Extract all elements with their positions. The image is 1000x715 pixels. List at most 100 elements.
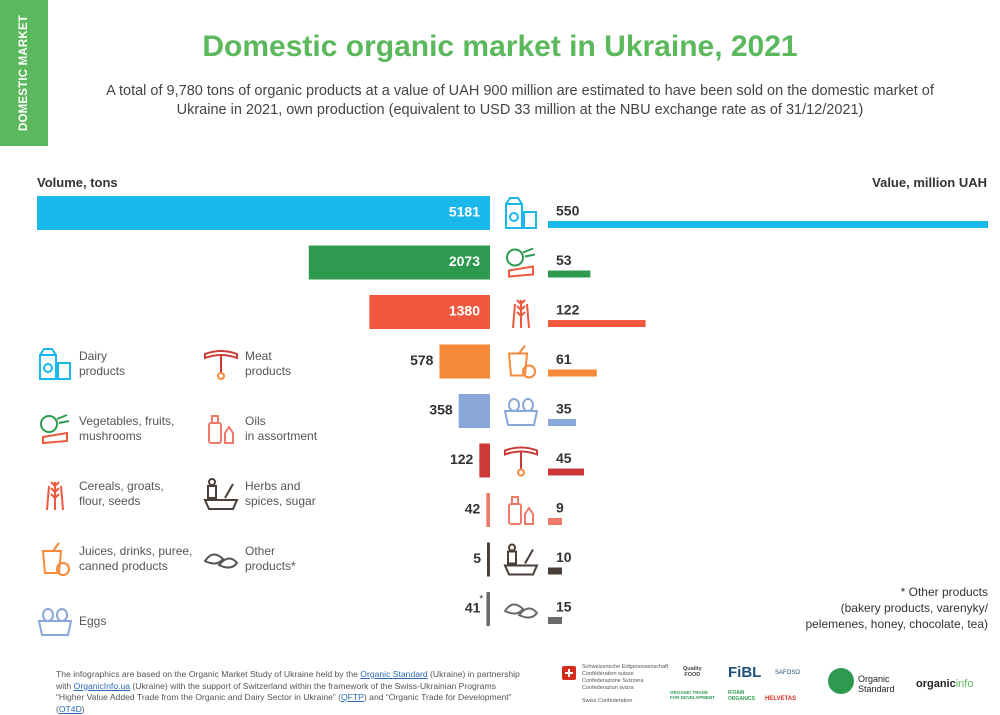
- legend-item-vegetables: Vegetables, fruits, mushrooms: [37, 411, 174, 447]
- value-bar: [548, 518, 562, 525]
- ot4d-link[interactable]: OT4D: [58, 703, 82, 714]
- source-text: The infographics are based on the Organi…: [56, 669, 526, 715]
- legend-label: flour, seeds: [79, 494, 141, 508]
- eggs-icon: [503, 398, 539, 426]
- partner-logos: Schweizerische Eidgenossenschaft Confédé…: [560, 660, 990, 705]
- legend-label: Other: [245, 544, 276, 558]
- legend-item-dairy: Dairy products: [37, 346, 125, 382]
- value-value-label: 45: [556, 450, 572, 466]
- cereals-icon: [46, 481, 64, 511]
- value-bar: [548, 320, 646, 327]
- vegetables-icon: [40, 414, 70, 445]
- logo-text: Confédération suisse: [582, 671, 634, 677]
- value-bar: [548, 419, 576, 426]
- legend-label: Dairy: [79, 349, 108, 363]
- volume-value-label: 41: [465, 600, 481, 616]
- value-value-label: 10: [556, 549, 572, 565]
- footnote: * Other products (bakery products, varen…: [805, 584, 988, 632]
- volume-value-label: 122: [450, 451, 474, 467]
- volume-bar: [487, 542, 490, 577]
- asterisk-mark: *: [479, 594, 483, 605]
- value-value-label: 550: [556, 203, 580, 219]
- footnote-line: * Other products: [900, 585, 988, 599]
- volume-value-label: 42: [465, 501, 481, 517]
- meat-icon: [204, 350, 238, 380]
- juices-icon: [41, 542, 70, 576]
- organic-standard-emblem-icon: [828, 668, 854, 694]
- legend-label: products: [245, 364, 292, 378]
- helvetas-logo: HELVETAS: [765, 696, 797, 702]
- value-value-label: 9: [556, 500, 564, 516]
- logo-text: organic: [916, 678, 956, 690]
- other-icon: [203, 553, 239, 569]
- page-title: Domestic organic market in Ukraine, 2021: [202, 30, 798, 63]
- swiss-flag-icon: [562, 666, 576, 680]
- volume-bar: [479, 443, 490, 478]
- source-part: The infographics are based on the Organi…: [56, 669, 361, 679]
- oils-icon: [208, 415, 234, 444]
- value-bar: [548, 617, 562, 624]
- volume-value-label: 358: [429, 402, 453, 418]
- ot4d-logo: ORGANIC TRADE FOR DEVELOPMENT: [670, 690, 716, 700]
- volume-value-label: 578: [410, 352, 434, 368]
- legend-label: Herbs and: [245, 479, 301, 493]
- herbs-icon: [203, 478, 239, 510]
- right-axis-label: Value, million UAH: [872, 175, 987, 190]
- footnote-line: pelemenes, honey, chocolate, tea): [805, 617, 988, 631]
- logo-text: Schweizerische Eidgenossenschaft: [582, 664, 669, 670]
- logo-text: Confederaziun svizra: [582, 685, 634, 691]
- value-value-label: 53: [556, 252, 572, 268]
- value-bar: [548, 468, 584, 476]
- volume-value-label: 1380: [449, 303, 480, 319]
- safoso-logo: SAFOSO: [775, 670, 801, 676]
- logo-text: Standard: [858, 684, 895, 694]
- volume-bar: [308, 245, 490, 280]
- swiss-confederation-caption: Swiss Confederation: [582, 698, 633, 704]
- organicinfo-logo: organicinfo: [916, 678, 973, 690]
- legend-item-oils: Oils in assortment: [203, 411, 317, 447]
- logo-text: Organic: [858, 674, 890, 684]
- legend-item-eggs: Eggs: [37, 603, 106, 639]
- logo-text: info: [955, 678, 974, 690]
- quality-food-logo: Quality FOOD: [683, 666, 702, 678]
- value-bar: [548, 270, 591, 278]
- value-value-label: 61: [556, 351, 572, 367]
- dairy-icon: [505, 197, 537, 229]
- legend-label: spices, sugar: [245, 494, 316, 508]
- logo-text: Confederazione Svizzera: [582, 678, 644, 684]
- value-bar: [548, 567, 562, 575]
- volume-value-label: 2073: [449, 253, 480, 269]
- legend-label: Oils: [245, 414, 266, 428]
- herbs-icon: [503, 543, 539, 576]
- volume-value-label: 5: [473, 550, 481, 566]
- value-value-label: 15: [556, 599, 572, 615]
- swiss-confederation-logo: Schweizerische Eidgenossenschaft Confédé…: [582, 664, 668, 692]
- legend-label: Vegetables, fruits,: [79, 414, 175, 428]
- oils-icon: [508, 496, 534, 525]
- value-value-label: 35: [556, 401, 572, 417]
- vegetables-icon: [506, 247, 536, 278]
- qftp-link[interactable]: QFTP: [341, 692, 364, 702]
- dairy-icon: [39, 348, 71, 380]
- left-axis-label: Volume, tons: [37, 175, 118, 190]
- volume-bar: [369, 295, 490, 329]
- juices-icon: [507, 344, 536, 379]
- other-icon: [503, 603, 539, 619]
- legend-item-meat: Meat products: [203, 346, 291, 382]
- legend-item-other: Other products*: [203, 541, 296, 577]
- legend-item-herbs: Herbs and spices, sugar: [203, 476, 316, 512]
- legend-label: Eggs: [79, 613, 107, 628]
- eggs-icon: [37, 608, 73, 636]
- organic-standard-link[interactable]: Organic Standard: [360, 669, 428, 679]
- value-bar: [548, 369, 597, 377]
- legend-item-juices: Juices, drinks, puree, canned products: [37, 541, 192, 577]
- legend-label: canned products: [79, 559, 168, 573]
- meat-icon: [504, 446, 538, 477]
- volume-bar: [486, 592, 490, 626]
- ifoam-logo: IFOAM ORGANICS: [728, 690, 755, 702]
- side-tab: DOMESTIC MARKET: [0, 0, 48, 146]
- organicinfo-link[interactable]: OrganicInfo.ua: [73, 680, 131, 691]
- value-bar: [548, 221, 988, 228]
- legend-label: mushrooms: [79, 429, 142, 443]
